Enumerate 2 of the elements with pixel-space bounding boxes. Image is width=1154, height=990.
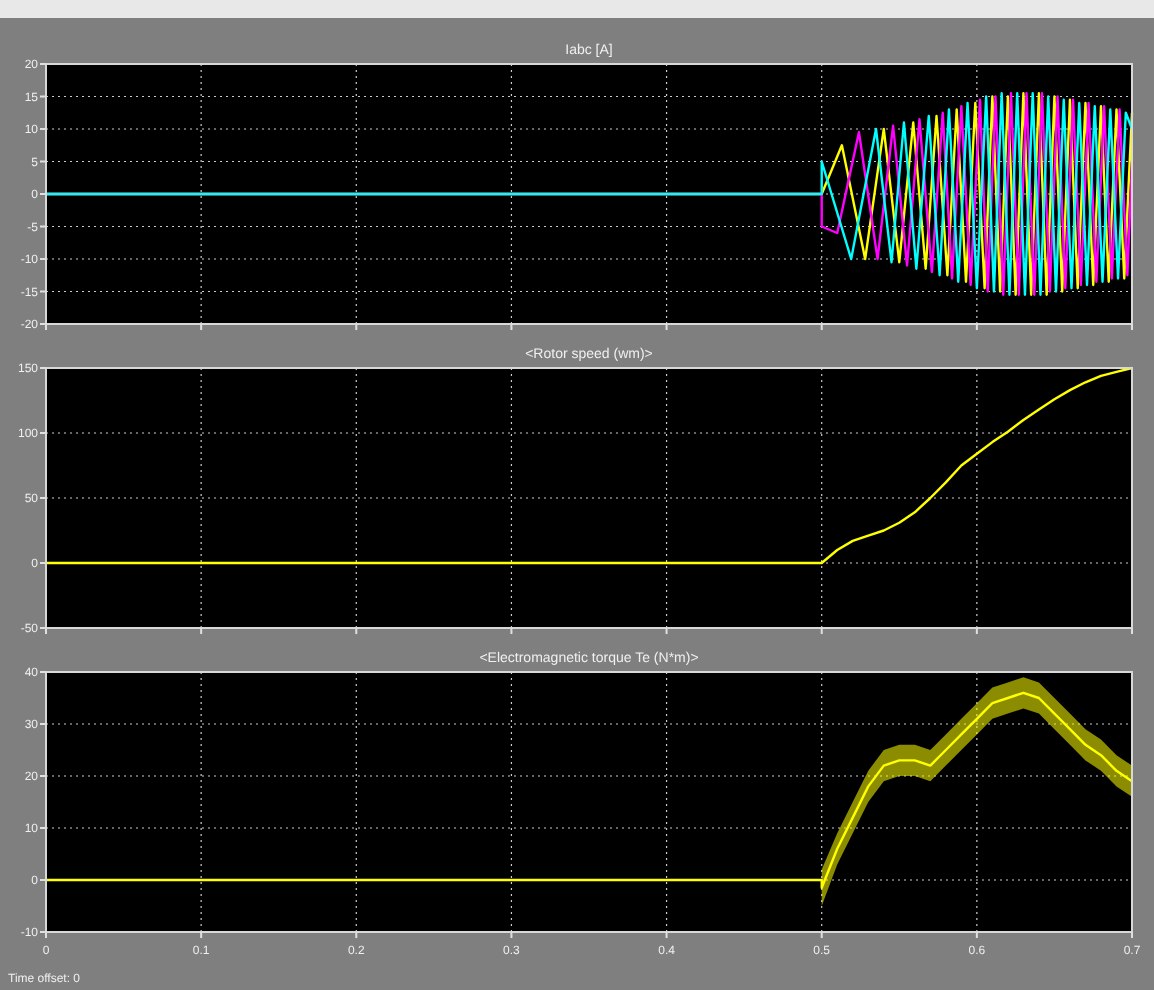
line-series <box>44 366 1134 565</box>
line-series <box>44 92 1134 296</box>
